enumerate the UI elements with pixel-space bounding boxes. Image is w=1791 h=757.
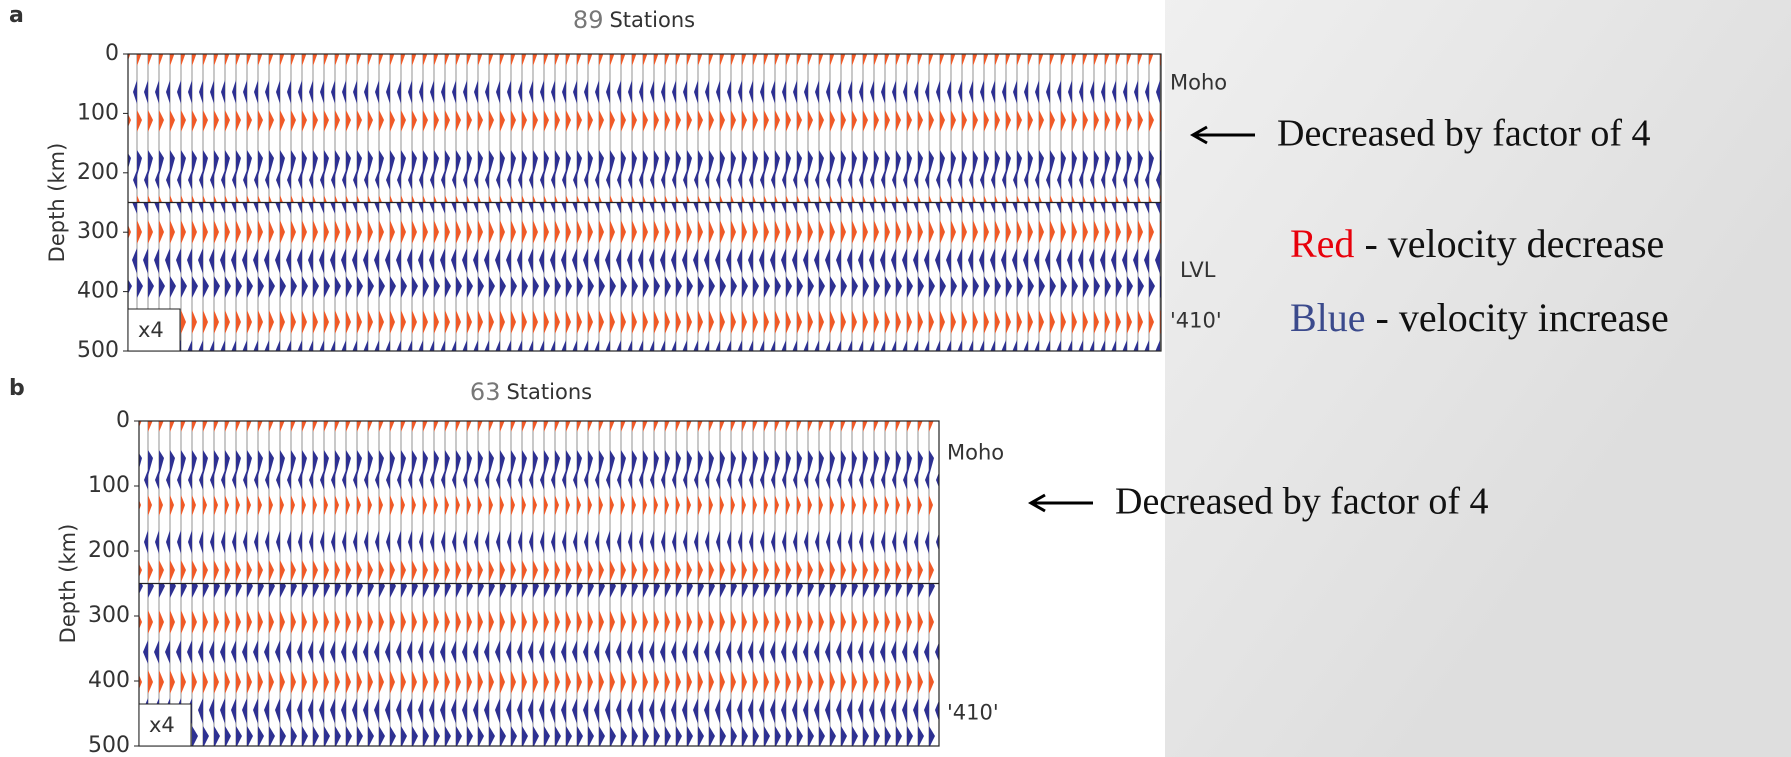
title-text: Stations <box>506 380 592 404</box>
panel: b 63 Stations 0 100 200 300 400 500 Depth (km) Moh… <box>9 376 1488 757</box>
arrow <box>1027 493 1093 513</box>
panel-letter: b <box>9 376 25 401</box>
y-tick-label: 200 <box>88 538 130 563</box>
scale-note: x4 <box>138 318 164 342</box>
y-tick-label: 300 <box>77 219 119 244</box>
title-text: Stations <box>609 8 695 32</box>
trace-field-lower <box>128 202 1161 351</box>
trace-field-lower <box>139 583 939 746</box>
y-tick-label: 200 <box>77 160 119 185</box>
station-count: 89 <box>573 6 604 34</box>
trace-field-upper <box>139 421 939 584</box>
legend-text: - velocity decrease <box>1364 221 1664 266</box>
y-axis-label: Depth (km) <box>45 143 69 263</box>
trace-field-upper <box>128 54 1161 203</box>
phase-label: Moho <box>947 441 1004 465</box>
y-tick-label: 0 <box>105 41 119 66</box>
annotation: Decreased by factor of 4 <box>1115 481 1488 523</box>
legend-word: Red <box>1290 221 1354 266</box>
panel-letter: a <box>9 3 24 28</box>
panel: a 89 Stations 0 100 200 300 400 500 Depth (km) Moh… <box>9 3 1650 363</box>
y-tick-label: 100 <box>77 100 119 125</box>
scale-box <box>138 703 192 747</box>
legend-entry: Red - velocity decrease <box>1290 221 1664 266</box>
arrow <box>1189 125 1255 145</box>
y-tick-label: 100 <box>88 473 130 498</box>
legend-entry: Blue - velocity increase <box>1290 295 1669 340</box>
y-tick-label: 0 <box>116 408 130 433</box>
panel-title: 63 Stations <box>470 378 592 406</box>
phase-label: '410' <box>1170 308 1222 332</box>
y-axis-label: Depth (km) <box>56 524 80 644</box>
station-count: 63 <box>470 378 501 406</box>
legend-text: - velocity increase <box>1376 295 1669 340</box>
panel-title: 89 Stations <box>573 6 695 34</box>
scale-note: x4 <box>149 713 175 737</box>
y-tick-label: 400 <box>77 279 119 304</box>
legend-word: Blue <box>1290 295 1366 340</box>
annotation: Decreased by factor of 4 <box>1277 113 1650 155</box>
y-tick-label: 500 <box>88 733 130 757</box>
y-tick-label: 300 <box>88 603 130 628</box>
scale-box <box>127 308 181 352</box>
phase-label: Moho <box>1170 71 1227 95</box>
phase-label: LVL <box>1180 258 1216 282</box>
phase-label: '410' <box>947 701 999 725</box>
y-tick-label: 500 <box>77 338 119 363</box>
y-tick-label: 400 <box>88 668 130 693</box>
